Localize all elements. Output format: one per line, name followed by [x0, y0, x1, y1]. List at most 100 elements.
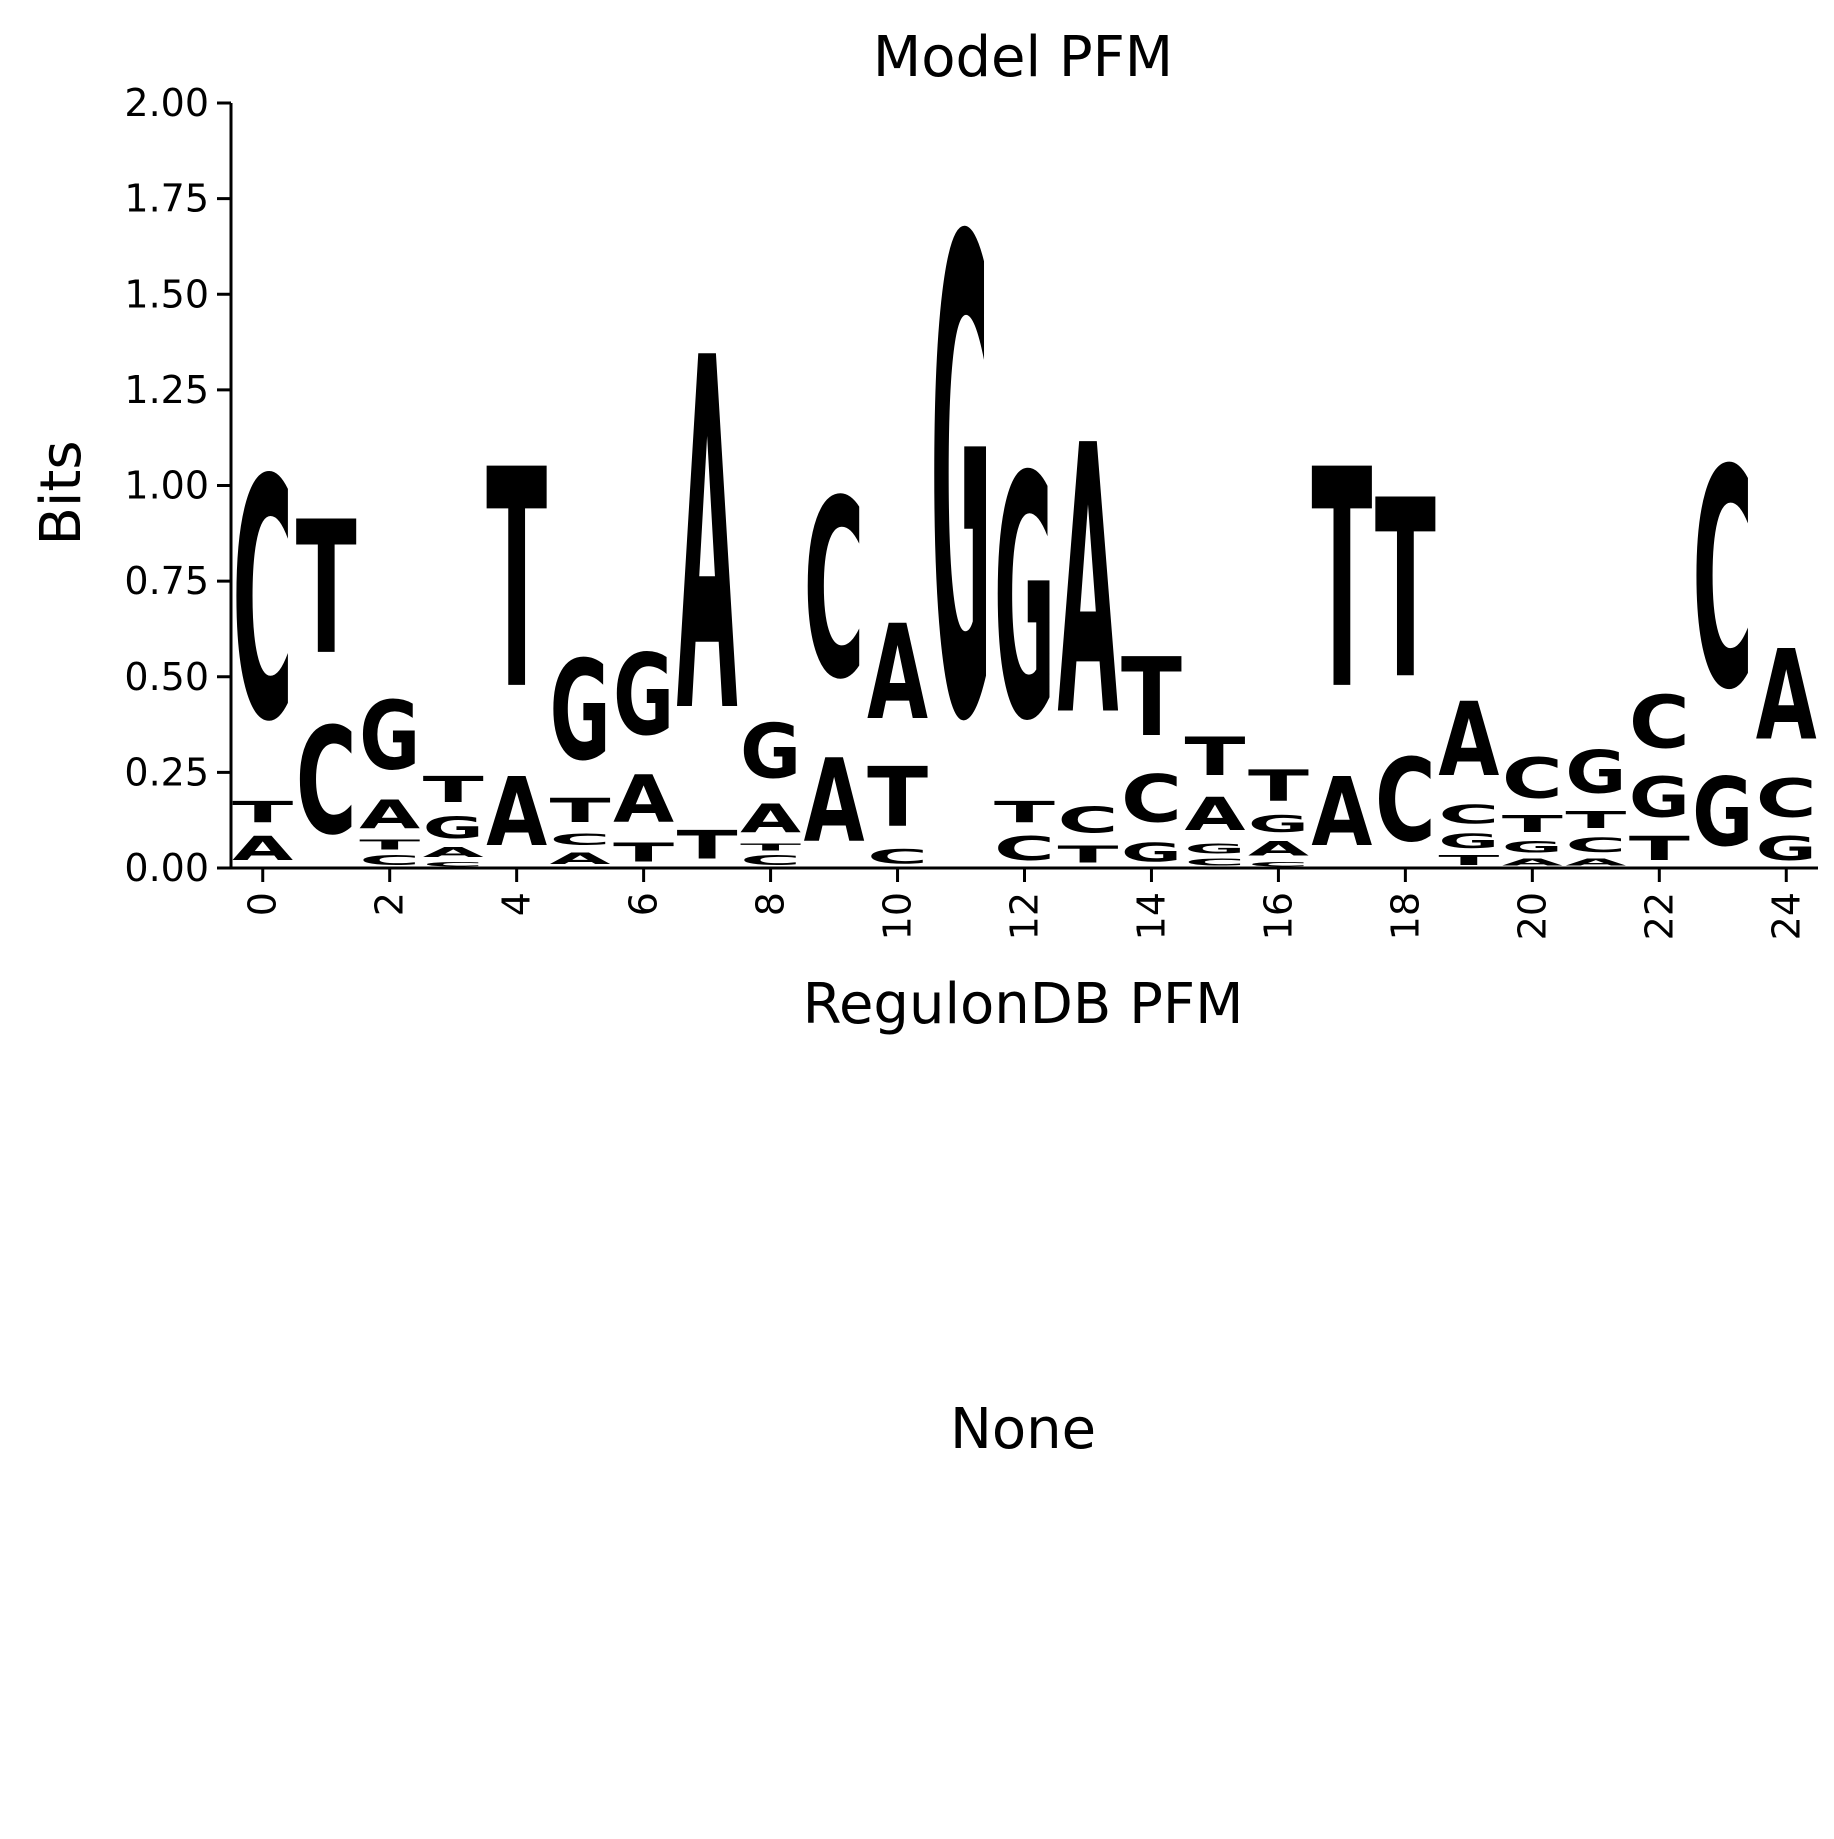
logo-letter-T-pos-4: T: [486, 407, 547, 757]
logo-letter-C-pos-9: C: [804, 449, 865, 734]
logo-letter-T-pos-17: T: [1311, 407, 1372, 757]
logo-letter-T-pos-1: T: [296, 482, 357, 696]
logo-letter-T-pos-22: T: [1629, 830, 1690, 868]
logo-letter-T-pos-12: T: [994, 795, 1055, 830]
y-tick-label: 1.25: [124, 368, 209, 412]
logo-letter-C-pos-19: C: [1438, 799, 1499, 830]
x-tick-label: 6: [622, 892, 666, 916]
logo-letter-A-pos-8: A: [740, 795, 801, 841]
logo-letter-T-pos-3: T: [423, 769, 485, 811]
logo-letter-C-pos-13: C: [1058, 800, 1119, 842]
logo-letter-A-pos-3: A: [423, 845, 484, 860]
x-tick-label: 10: [876, 892, 920, 940]
logo-letter-T-pos-21: T: [1565, 807, 1627, 834]
x-tick-label: 0: [241, 892, 285, 916]
logo-letter-A-pos-6: A: [613, 762, 674, 838]
logo-letter-A-pos-9: A: [804, 736, 865, 869]
logo-letter-G-pos-12: G: [994, 406, 1055, 794]
logo-letter-T-pos-16: T: [1248, 762, 1309, 811]
x-tick-label: 8: [749, 892, 793, 916]
logo-letter-T-pos-10: T: [867, 751, 928, 846]
logo-letter-G-pos-15: G: [1184, 841, 1245, 856]
logo-letter-C-pos-2: C: [359, 853, 420, 868]
logo-letter-C-pos-21: C: [1565, 834, 1626, 857]
logo-letter-G-pos-14: G: [1121, 838, 1182, 869]
logo-letter-T-pos-20: T: [1502, 811, 1564, 838]
x-tick-label: 18: [1383, 892, 1427, 940]
x-tick-label: 16: [1256, 892, 1300, 940]
logo-letter-G-pos-11: G: [931, 104, 992, 866]
x-axis-label: RegulonDB PFM: [803, 972, 1244, 1037]
chart-title: Model PFM: [873, 25, 1173, 90]
logo-letter-T-pos-6: T: [613, 837, 674, 868]
logo-letter-G-pos-22: G: [1629, 766, 1690, 830]
x-axis-ticks: 0 2 4 6 8 10 12 14 16 18 20 22 24: [241, 868, 1808, 940]
logo-letter-G-pos-8: G: [740, 708, 801, 796]
y-tick-label: 0.50: [124, 655, 209, 699]
logo-letter-A-pos-17: A: [1311, 757, 1372, 868]
logo-letter-T-pos-15: T: [1184, 727, 1245, 788]
y-axis-label: Bits: [29, 440, 94, 545]
logo-letter-T-pos-5: T: [550, 792, 611, 830]
logo-letter-A-pos-21: A: [1565, 857, 1627, 868]
logo-letter-C-pos-14: C: [1121, 761, 1182, 837]
logo-letter-C-pos-3: C: [423, 860, 484, 868]
logo-letter-G-pos-21: G: [1565, 738, 1626, 807]
logo-letter-A-pos-2: A: [359, 791, 420, 837]
y-tick-label: 1.00: [124, 464, 209, 508]
logo-letter-C-pos-8: C: [740, 853, 801, 868]
logo-letter-C-pos-16: C: [1248, 860, 1309, 868]
y-tick-label: 0.25: [124, 750, 209, 794]
logo-letter-C-pos-1: C: [296, 697, 357, 868]
logo-letter-T-pos-8: T: [740, 841, 801, 852]
y-tick-label: 1.50: [124, 272, 209, 316]
logo-letter-C-pos-0: C: [232, 410, 293, 794]
logo-letter-C-pos-5: C: [550, 830, 611, 849]
logo-letter-A-pos-19: A: [1438, 682, 1499, 799]
logo-letter-T-pos-13: T: [1058, 841, 1120, 868]
y-tick-label: 0.75: [124, 559, 209, 603]
logo-letter-T-pos-0: T: [232, 795, 293, 830]
lower-panel-text: None: [950, 1397, 1096, 1462]
logo-letter-G-pos-5: G: [550, 633, 611, 792]
logo-letter-T-pos-18: T: [1375, 448, 1436, 734]
logo-letter-A-pos-16: A: [1248, 838, 1310, 861]
logo-letter-G-pos-6: G: [613, 632, 674, 761]
x-tick-label: 14: [1129, 892, 1173, 940]
logo-letter-A-pos-10: A: [867, 598, 928, 749]
logo-letter-C-pos-10: C: [867, 845, 928, 868]
logo-letter-A-pos-4: A: [486, 757, 547, 868]
logo-letter-A-pos-20: A: [1502, 857, 1564, 868]
logo-letter-T-pos-19: T: [1438, 853, 1500, 868]
logo-letter-C-pos-12: C: [994, 830, 1055, 868]
x-tick-label: 2: [368, 892, 412, 916]
logo-letter-C-pos-24: C: [1756, 770, 1817, 830]
x-tick-label: 12: [1003, 892, 1047, 940]
logo-letter-G-pos-3: G: [423, 811, 484, 845]
logo-letter-A-pos-15: A: [1184, 788, 1245, 841]
logo-letter-T-pos-2: T: [359, 838, 421, 853]
logo-letter-A-pos-24: A: [1756, 623, 1817, 769]
logo-letter-A-pos-7: A: [677, 257, 739, 821]
logo-letter-G-pos-20: G: [1502, 837, 1563, 856]
logo-letter-G-pos-19: G: [1438, 830, 1499, 853]
logo-letter-A-pos-0: A: [232, 830, 293, 868]
logo-letter-G-pos-24: G: [1756, 830, 1817, 868]
logo-letter-A-pos-5: A: [550, 849, 611, 868]
logo-letter-G-pos-2: G: [359, 682, 420, 792]
y-tick-label: 1.75: [124, 177, 209, 221]
logo-letter-C-pos-18: C: [1375, 734, 1436, 868]
logo-letter-C-pos-20: C: [1502, 745, 1563, 810]
x-tick-label: 4: [495, 892, 539, 916]
logo-letter-C-pos-15: C: [1184, 857, 1245, 868]
logo-letter-G-pos-16: G: [1248, 811, 1309, 838]
logo-letter-T-pos-14: T: [1121, 636, 1182, 761]
x-tick-label: 20: [1510, 892, 1554, 940]
x-tick-label: 24: [1764, 892, 1808, 940]
logo-letter-C-pos-22: C: [1629, 682, 1690, 765]
logo-letter-T-pos-7: T: [677, 823, 738, 868]
logo-letter-G-pos-23: G: [1692, 758, 1753, 868]
